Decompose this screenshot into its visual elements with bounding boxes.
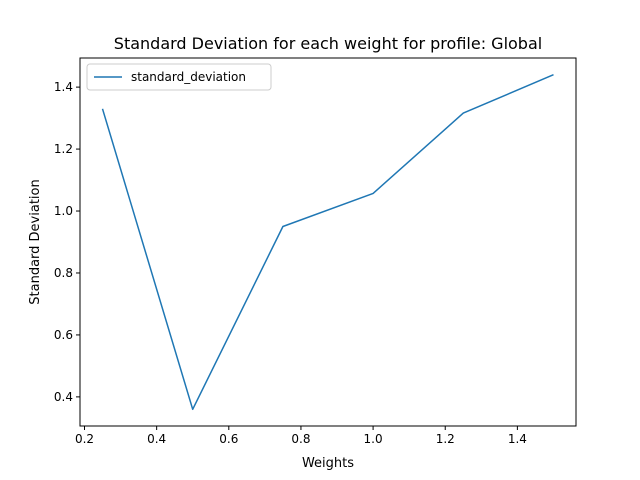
y-tick-label: 0.4 — [54, 390, 73, 404]
y-tick-label: 1.0 — [54, 204, 73, 218]
x-tick-label: 0.8 — [291, 432, 310, 446]
chart-title: Standard Deviation for each weight for p… — [114, 34, 542, 53]
x-tick-label: 1.2 — [436, 432, 455, 446]
y-axis-label: Standard Deviation — [28, 179, 43, 304]
y-tick-label: 1.2 — [54, 142, 73, 156]
x-tick-label: 0.2 — [75, 432, 94, 446]
plot-area — [101, 74, 554, 411]
y-tick-label: 0.8 — [54, 266, 73, 280]
x-tick-label: 1.4 — [508, 432, 527, 446]
legend-box — [86, 63, 272, 91]
legend-label: standard_deviation — [131, 70, 246, 84]
y-tick-label: 1.4 — [54, 80, 73, 94]
y-tick-label: 0.6 — [54, 328, 73, 342]
x-tick-label: 1.0 — [364, 432, 383, 446]
legend: standard_deviation — [86, 63, 272, 91]
x-axis-label: Weights — [302, 456, 354, 471]
x-tick-label: 0.6 — [219, 432, 238, 446]
x-tick-label: 0.4 — [147, 432, 166, 446]
series-line — [101, 74, 554, 411]
y-axis: 0.4 0.6 0.8 1.0 1.2 1.4 — [54, 80, 80, 404]
x-axis: 0.2 0.4 0.6 0.8 1.0 1.2 1.4 — [75, 426, 527, 446]
axes-frame — [79, 57, 577, 427]
